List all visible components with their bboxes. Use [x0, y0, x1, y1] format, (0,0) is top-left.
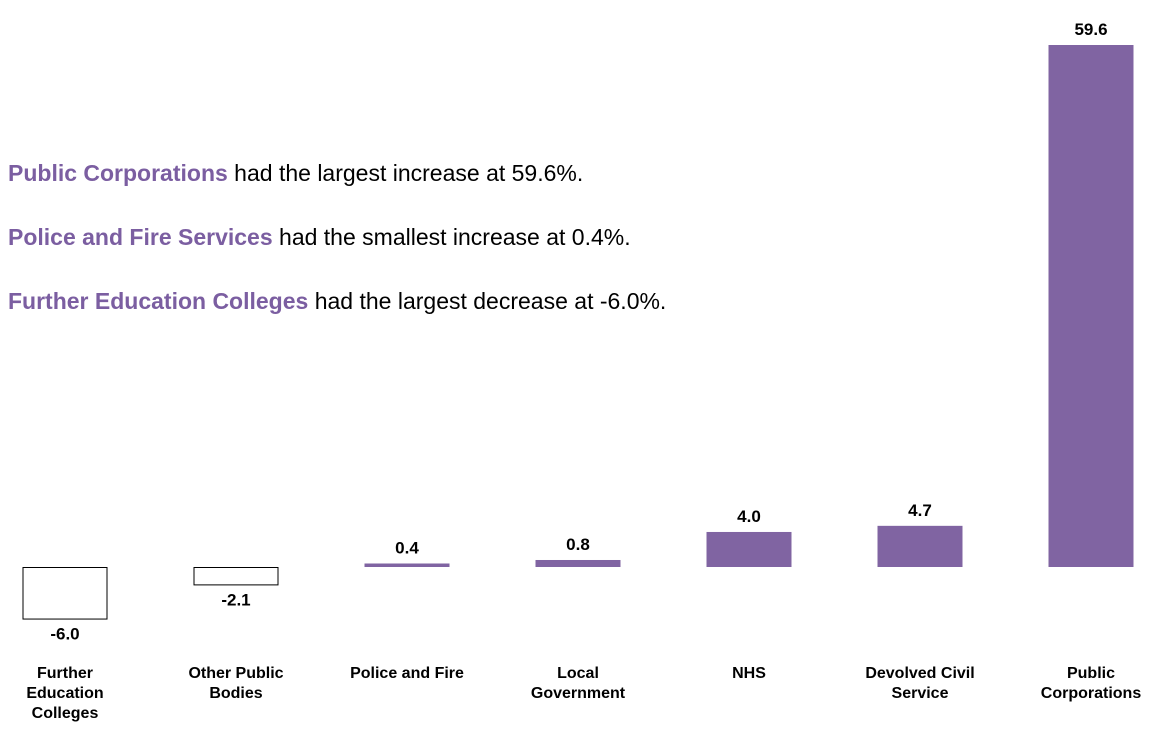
value-label-local-government: 0.8 — [566, 535, 590, 554]
value-label-devolved-civil-service: 4.7 — [908, 501, 932, 520]
value-label-further-education-colleges: -6.0 — [50, 625, 79, 644]
category-label-local-government: Local Government — [531, 665, 626, 702]
bar-police-and-fire — [364, 563, 450, 567]
bar-further-education-colleges — [22, 567, 108, 620]
category-label-devolved-civil-service: Devolved Civil Service — [865, 665, 974, 702]
value-label-nhs: 4.0 — [737, 507, 761, 526]
bar-devolved-civil-service — [877, 525, 963, 567]
annotation-text: had the smallest increase at 0.4%. — [272, 224, 631, 250]
value-label-other-public-bodies: -2.1 — [221, 590, 250, 609]
category-label-public-corporations: Public Corporations — [1041, 665, 1142, 702]
annotation-text: had the largest increase at 59.6%. — [227, 160, 584, 186]
value-label-public-corporations: 59.6 — [1074, 20, 1107, 39]
category-label-further-education-colleges: Further Education Colleges — [26, 665, 103, 722]
bar-local-government — [535, 559, 621, 567]
value-label-police-and-fire: 0.4 — [395, 538, 419, 557]
annotation-largest-decrease: Further Education Colleges had the large… — [8, 288, 908, 314]
category-label-police-and-fire: Police and Fire — [350, 665, 464, 682]
category-label-nhs: NHS — [732, 665, 766, 682]
bar-other-public-bodies — [193, 567, 279, 586]
annotation-largest-increase: Public Corporations had the largest incr… — [8, 160, 908, 186]
bar-public-corporations — [1048, 45, 1134, 567]
annotations: Public Corporations had the largest incr… — [8, 160, 908, 352]
bar-nhs — [706, 531, 792, 567]
annotation-text: had the largest decrease at -6.0%. — [308, 288, 667, 314]
category-label-other-public-bodies: Other Public Bodies — [188, 665, 283, 702]
annotation-highlight: Police and Fire Services — [8, 224, 273, 250]
annotation-smallest-increase: Police and Fire Services had the smalles… — [8, 224, 908, 250]
annotation-highlight: Public Corporations — [8, 160, 228, 186]
annotation-highlight: Further Education Colleges — [8, 288, 309, 314]
